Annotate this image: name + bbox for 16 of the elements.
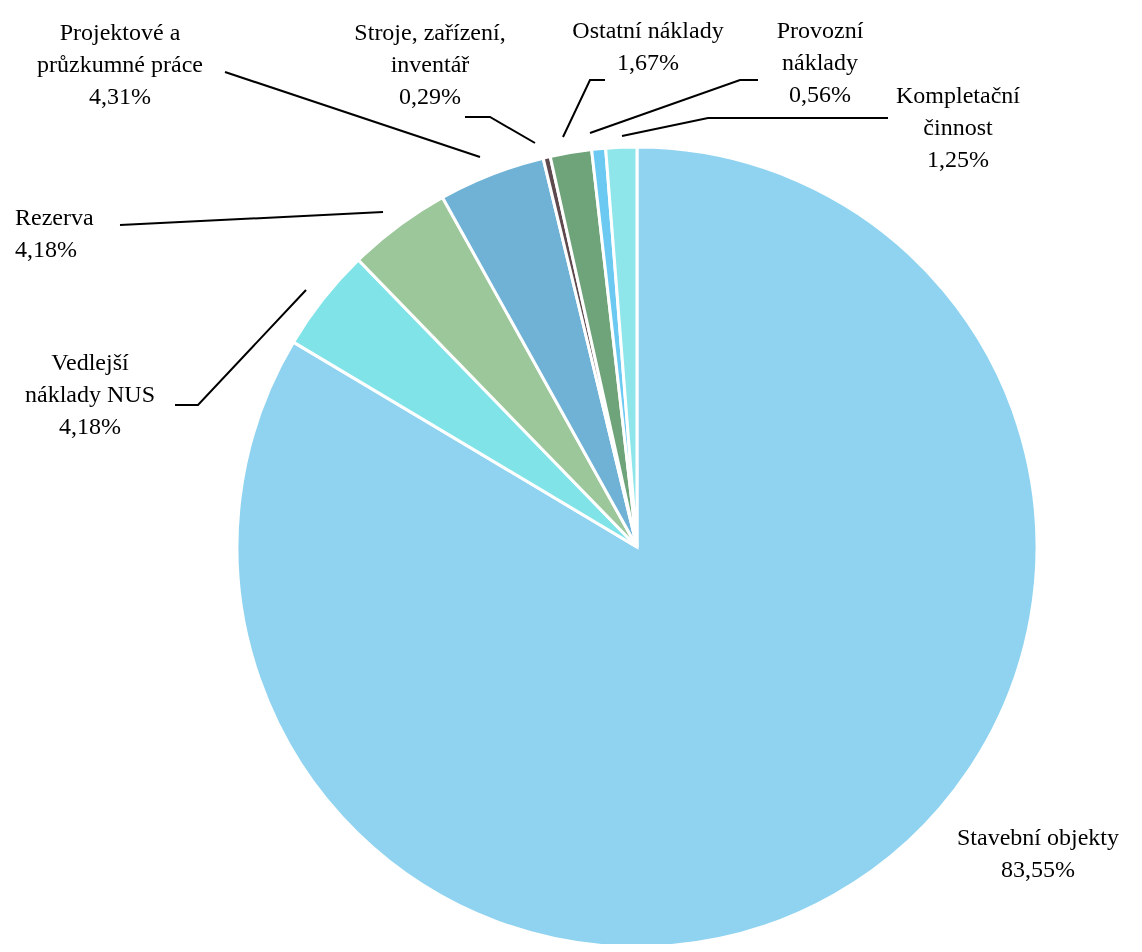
data-label: 1,67% xyxy=(617,49,679,75)
slice-label: Provozní náklady xyxy=(776,17,864,75)
slice-label: Stroje, zařízení, inventář xyxy=(354,19,506,77)
slice-label: Vedlejší náklady NUS xyxy=(25,349,155,407)
slice-label: Stavební objekty xyxy=(957,824,1119,850)
slice-label: Ostatní náklady xyxy=(572,17,724,43)
data-label: 4,31% xyxy=(89,83,151,109)
data-label: 0,56% xyxy=(789,81,851,107)
data-label: 83,55% xyxy=(1001,856,1075,882)
data-label: 4,18% xyxy=(59,413,121,439)
data-label: 1,25% xyxy=(927,146,989,172)
slice-label: Rezerva xyxy=(15,204,94,230)
data-label: 4,18% xyxy=(15,236,77,262)
slice-label: Projektové a průzkumné práce xyxy=(37,19,203,77)
data-label: 0,29% xyxy=(399,83,461,109)
slice-label: Kompletační činnost xyxy=(896,82,1021,140)
